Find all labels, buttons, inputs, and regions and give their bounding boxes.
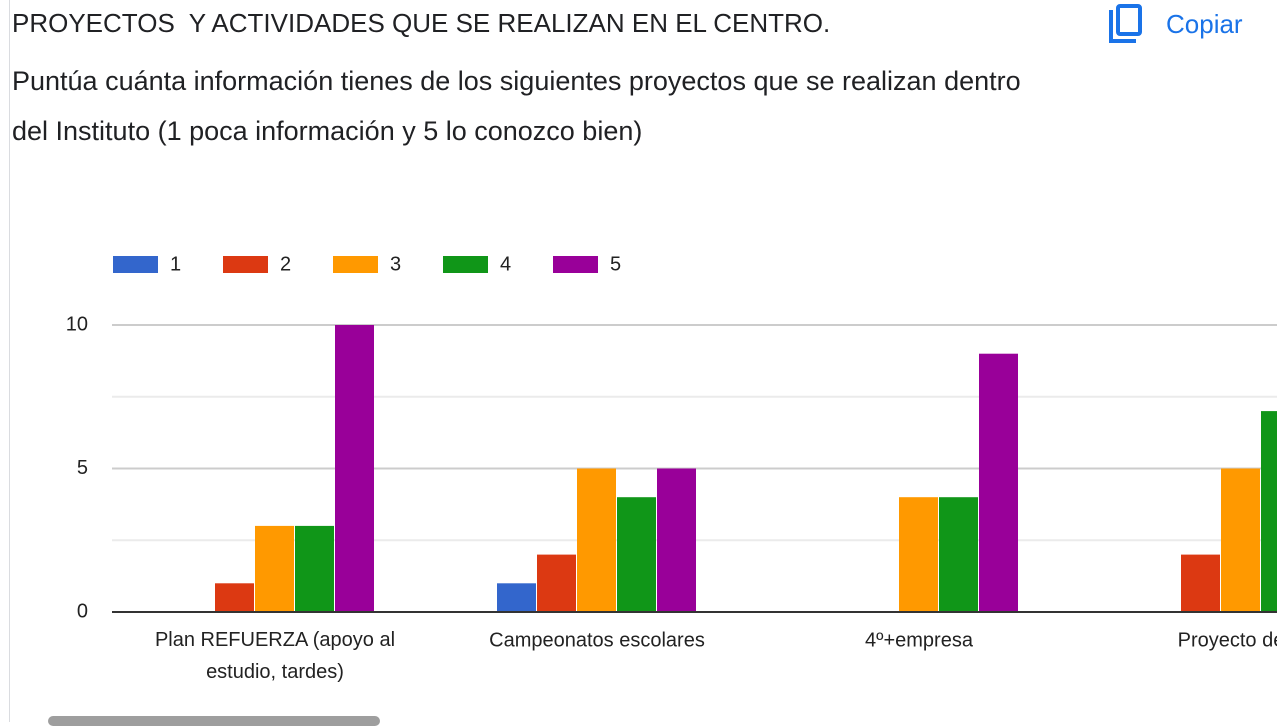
bar [1261,411,1277,612]
bar [335,325,374,612]
x-tick-label: Plan REFUERZA (apoyo al estudio, tardes) [155,629,395,683]
legend-swatch [443,256,488,273]
legend-label: 4 [500,253,511,275]
legend-label: 3 [390,253,401,275]
y-tick-label: 0 [77,600,88,622]
bar [295,525,334,612]
x-tick-label: Proyecto de C [1178,629,1277,651]
bar [537,554,576,612]
copy-label[interactable]: Copiar [1166,8,1243,39]
legend-label: 2 [280,253,291,275]
scrollbar [48,716,380,726]
legend-label: 1 [170,253,181,275]
bar [899,497,938,612]
legend-swatch [553,256,598,273]
question-description: Puntúa cuánta información tienes de los … [12,66,1021,146]
legend-swatch [113,256,158,273]
copy-button[interactable]: Copiar [1108,4,1243,44]
x-tick-label: Campeonatos escolares [489,629,705,651]
legend-label: 5 [610,253,621,275]
y-tick-label: 5 [77,457,88,479]
bar [657,468,696,612]
y-tick-label: 10 [66,313,88,335]
legend-swatch [223,256,268,273]
x-tick-label: 4º+empresa [865,629,974,651]
bar [1221,468,1260,612]
bar [617,497,656,612]
bar [577,468,616,612]
bar [979,353,1018,612]
bar [215,583,254,612]
bar [1181,554,1220,612]
bar [255,525,294,612]
question-title: PROYECTOS Y ACTIVIDADES QUE SE REALIZAN … [12,8,831,38]
card-border [9,0,10,722]
bar [939,497,978,612]
bar [497,583,536,612]
copy-icon [1109,4,1142,43]
legend-swatch [333,256,378,273]
